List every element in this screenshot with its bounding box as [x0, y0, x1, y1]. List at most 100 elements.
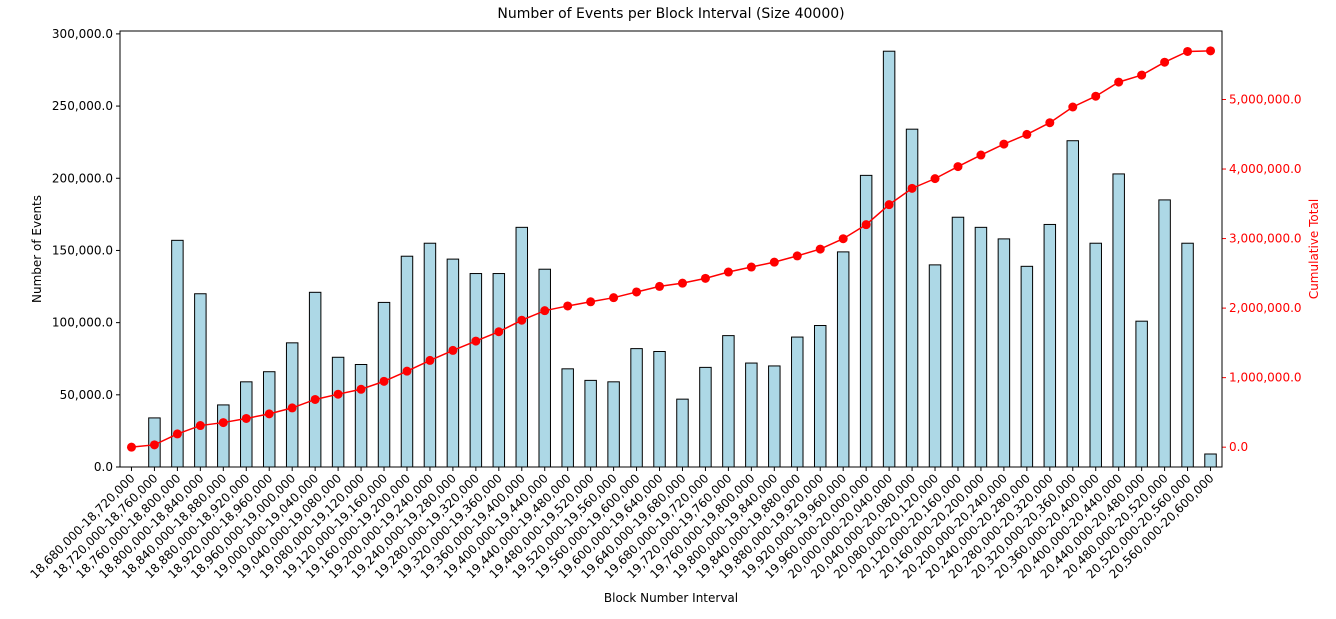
bar — [446, 258, 460, 468]
bar — [1158, 199, 1171, 468]
line-point — [425, 355, 435, 365]
line-point — [769, 257, 779, 267]
bar — [1204, 453, 1217, 468]
y-tick-label: 0.0 — [94, 460, 113, 474]
line-point — [815, 244, 825, 254]
line-point — [310, 394, 320, 404]
line-point — [172, 429, 182, 439]
line-point — [907, 183, 917, 193]
line-point — [976, 150, 986, 160]
y-tick-label: 50,000.0 — [60, 388, 113, 402]
chart-title: Number of Events per Block Interval (Siz… — [497, 6, 844, 22]
bar — [997, 238, 1011, 468]
bar — [492, 273, 506, 468]
y2-tick-label: 3,000,000.0 — [1229, 232, 1302, 246]
line-point — [700, 273, 710, 283]
line-point — [746, 262, 756, 272]
bar — [240, 381, 253, 468]
line-point — [1183, 46, 1193, 56]
line-point — [540, 306, 550, 316]
bar — [791, 336, 804, 468]
y2-tick-label: 0.0 — [1229, 440, 1248, 454]
bar — [308, 291, 322, 468]
line-point — [677, 278, 687, 288]
line-point — [792, 251, 802, 261]
line-point — [1114, 77, 1124, 87]
bar — [859, 174, 873, 468]
line-point — [218, 418, 228, 428]
line-point — [1091, 91, 1101, 101]
bar — [561, 368, 574, 468]
bar — [469, 273, 483, 468]
bar — [676, 398, 689, 468]
y2-tick-label: 4,000,000.0 — [1229, 162, 1302, 176]
bar — [331, 356, 345, 468]
bar — [882, 50, 896, 468]
bar — [1020, 265, 1034, 468]
y-tick-label: 100,000.0 — [52, 316, 113, 330]
bar — [354, 363, 368, 468]
y-tick-label: 200,000.0 — [52, 171, 113, 185]
bar — [1089, 242, 1102, 468]
line-point — [402, 366, 412, 376]
line-point — [884, 200, 894, 210]
line-point — [953, 162, 963, 172]
plot-frame — [119, 30, 1223, 468]
bar — [630, 348, 643, 468]
line-point — [264, 409, 274, 419]
bar — [217, 404, 230, 468]
line-point — [838, 234, 848, 244]
line-point — [471, 336, 481, 346]
bar — [538, 268, 551, 468]
line-point — [333, 389, 343, 399]
bar — [699, 366, 712, 468]
line-point — [563, 301, 573, 311]
bar — [905, 128, 919, 468]
line-point — [632, 287, 642, 297]
line-point — [241, 413, 251, 423]
line-point — [149, 440, 159, 450]
line-point — [379, 376, 389, 386]
line-point — [1068, 102, 1078, 112]
line-point — [517, 315, 527, 325]
bar — [1112, 173, 1125, 468]
bar — [607, 381, 620, 468]
line-point — [126, 442, 136, 452]
bar — [1066, 140, 1080, 468]
bar — [813, 325, 827, 468]
y-tick-label: 150,000.0 — [52, 243, 113, 257]
bar — [1135, 320, 1148, 468]
line-point — [723, 267, 733, 277]
bar — [653, 351, 666, 468]
line-point — [448, 345, 458, 355]
line-point — [195, 421, 205, 431]
bar — [768, 365, 781, 468]
line-point — [861, 220, 871, 230]
bar — [400, 255, 414, 468]
line-point — [930, 174, 940, 184]
bar — [1043, 223, 1057, 468]
y-axis-label: Number of Events — [30, 195, 44, 303]
y2-axis-label: Cumulative Total — [1307, 199, 1321, 299]
line-point — [1022, 129, 1032, 139]
line-point — [494, 327, 504, 337]
bar — [1181, 242, 1194, 468]
bar — [974, 226, 988, 468]
bar — [722, 335, 735, 468]
line-point — [1137, 70, 1147, 80]
line-point — [1206, 46, 1216, 56]
bar — [515, 226, 529, 468]
line-point — [586, 297, 596, 307]
bar — [194, 293, 207, 468]
line-point — [655, 281, 665, 291]
bar — [745, 362, 758, 468]
x-axis-label: Block Number Interval — [604, 591, 738, 605]
bar — [262, 371, 276, 468]
line-point — [1045, 118, 1055, 128]
y2-tick-label: 2,000,000.0 — [1229, 301, 1302, 315]
line-point — [356, 384, 366, 394]
y-tick-label: 250,000.0 — [52, 99, 113, 113]
bar — [584, 379, 597, 468]
bar — [928, 264, 942, 468]
